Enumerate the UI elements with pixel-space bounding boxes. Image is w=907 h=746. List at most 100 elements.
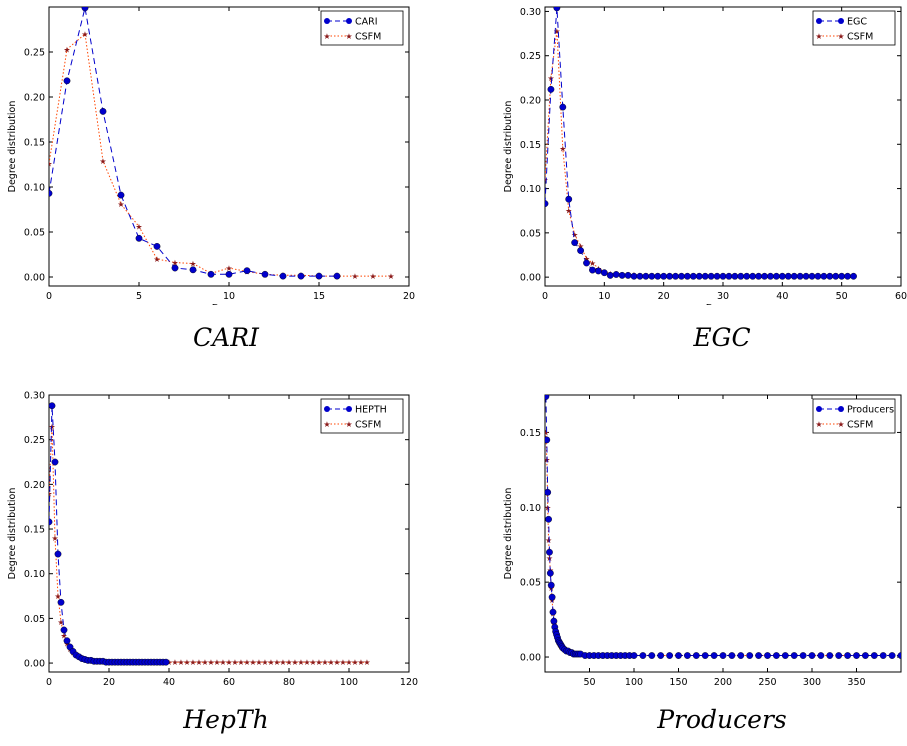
point-hepth — [49, 402, 56, 410]
legend-label-csfm: CSFM — [355, 420, 381, 431]
point-csfm: ★ — [387, 272, 394, 281]
point-csfm: ★ — [571, 231, 578, 240]
legend-label-csfm: CSFM — [847, 32, 873, 43]
legend: Producers★ ★ CSFM — [812, 398, 896, 434]
point-hepth — [49, 518, 53, 526]
point-csfm: ★ — [542, 428, 549, 437]
point-csfm: ★ — [547, 74, 554, 83]
legend-marker-csfm: ★ — [323, 32, 330, 41]
x-tick-label: 100 — [625, 677, 643, 688]
point-csfm: ★ — [545, 536, 552, 545]
y-axis-label: Degree distribution — [503, 101, 514, 193]
point-csfm: ★ — [589, 259, 596, 268]
point-producers — [870, 652, 878, 659]
point-egc — [571, 239, 579, 247]
point-cari — [63, 77, 71, 85]
point-producers — [853, 652, 860, 659]
y-tick-label: 0.30 — [24, 391, 45, 402]
point-cari — [81, 7, 89, 12]
point-egc — [755, 272, 762, 280]
y-tick-label: 0.15 — [520, 140, 541, 151]
point-egc — [600, 269, 608, 277]
point-egc — [565, 195, 573, 203]
legend: HEPTH★ ★ CSFM — [320, 398, 404, 434]
point-producers — [826, 652, 834, 659]
point-csfm: ★ — [201, 658, 208, 667]
point-egc — [784, 272, 792, 280]
y-tick-label: 0.05 — [24, 614, 45, 625]
point-producers — [835, 652, 843, 659]
point-cari — [117, 191, 125, 199]
point-hepth — [60, 626, 68, 634]
point-csfm: ★ — [63, 45, 70, 54]
legend-marker-csfm: ★ — [345, 420, 352, 429]
point-cari — [171, 264, 179, 272]
point-csfm: ★ — [541, 176, 548, 185]
legend-marker-producers — [838, 406, 844, 412]
x-tick-label: 15 — [313, 291, 325, 302]
point-producers — [755, 652, 762, 659]
point-producers — [790, 652, 798, 659]
caption-producers: Producers — [657, 705, 787, 734]
x-tick-label: 10 — [223, 291, 235, 302]
point-producers — [781, 652, 789, 659]
point-hepth — [54, 550, 62, 558]
point-egc — [808, 272, 816, 280]
point-egc — [683, 272, 691, 280]
chart-hepth: 0 20 40 60 80 100 120 0.00 0.05 0.10 0.15 0.20 0.25 0… — [7, 391, 418, 691]
point-csfm: ★ — [60, 631, 67, 640]
point-csfm: ★ — [327, 658, 334, 667]
point-producers — [844, 652, 851, 659]
point-producers — [719, 652, 727, 659]
point-producers — [808, 652, 816, 659]
x-axis-label: Degree — [212, 303, 247, 305]
plot-data: ★★★★★★★★★★★★★★★★★★★★★★★★★★★★★★★★★★★★★★★★… — [49, 402, 371, 667]
x-tick-label: 250 — [758, 677, 776, 688]
point-egc — [778, 272, 786, 280]
point-csfm: ★ — [351, 658, 358, 667]
point-csfm: ★ — [565, 207, 572, 216]
point-csfm: ★ — [303, 658, 310, 667]
x-tick-label: 60 — [895, 291, 907, 302]
legend-marker-hepth — [324, 406, 330, 412]
legend-marker-csfm: ★ — [345, 32, 352, 41]
legend-label-producers: Producers — [847, 405, 894, 416]
legend-box — [320, 10, 404, 46]
legend-marker-csfm: ★ — [815, 420, 822, 429]
x-tick-label: 150 — [669, 677, 687, 688]
y-tick-label: 0.20 — [24, 93, 45, 104]
x-tick-label: 350 — [847, 677, 865, 688]
point-producers — [897, 652, 901, 659]
point-producers — [548, 593, 556, 601]
point-cari — [153, 242, 161, 250]
point-egc — [719, 272, 727, 280]
chart-egc: 0 10 20 30 40 50 60 0.00 0.05 0.10 0.15 0.20 0.25 0.3… — [503, 6, 907, 305]
point-csfm: ★ — [153, 255, 160, 264]
y-tick-label: 0.05 — [520, 228, 541, 239]
point-cari — [297, 272, 305, 280]
y-tick-label: 0.10 — [24, 569, 45, 580]
x-tick-label: 20 — [403, 291, 415, 302]
point-csfm: ★ — [315, 658, 322, 667]
x-tick-label: 5 — [136, 291, 142, 302]
point-egc — [743, 272, 751, 280]
point-csfm: ★ — [213, 658, 220, 667]
point-egc — [832, 272, 840, 280]
y-tick-label: 0.10 — [520, 184, 541, 195]
point-egc — [589, 266, 596, 274]
point-egc — [761, 272, 768, 280]
chart-cari: 0 5 10 15 20 0.00 0.05 0.10 0.15 0.20 0.25 Degree De… — [7, 6, 415, 305]
point-producers — [772, 652, 780, 659]
plot-data: ★★★★★★★★★★★★★★★★★★★★★★★★★★★★★★★★★★★★★★★★… — [542, 395, 901, 661]
point-egc — [624, 271, 632, 279]
point-producers — [701, 652, 709, 659]
x-tick-label: 0 — [46, 291, 52, 302]
point-csfm: ★ — [583, 255, 590, 264]
point-csfm: ★ — [363, 658, 370, 667]
point-csfm: ★ — [171, 658, 178, 667]
point-csfm: ★ — [543, 455, 550, 464]
point-egc — [606, 271, 614, 279]
x-tick-label: 20 — [103, 677, 115, 688]
point-csfm: ★ — [351, 272, 358, 281]
point-csfm: ★ — [339, 658, 346, 667]
